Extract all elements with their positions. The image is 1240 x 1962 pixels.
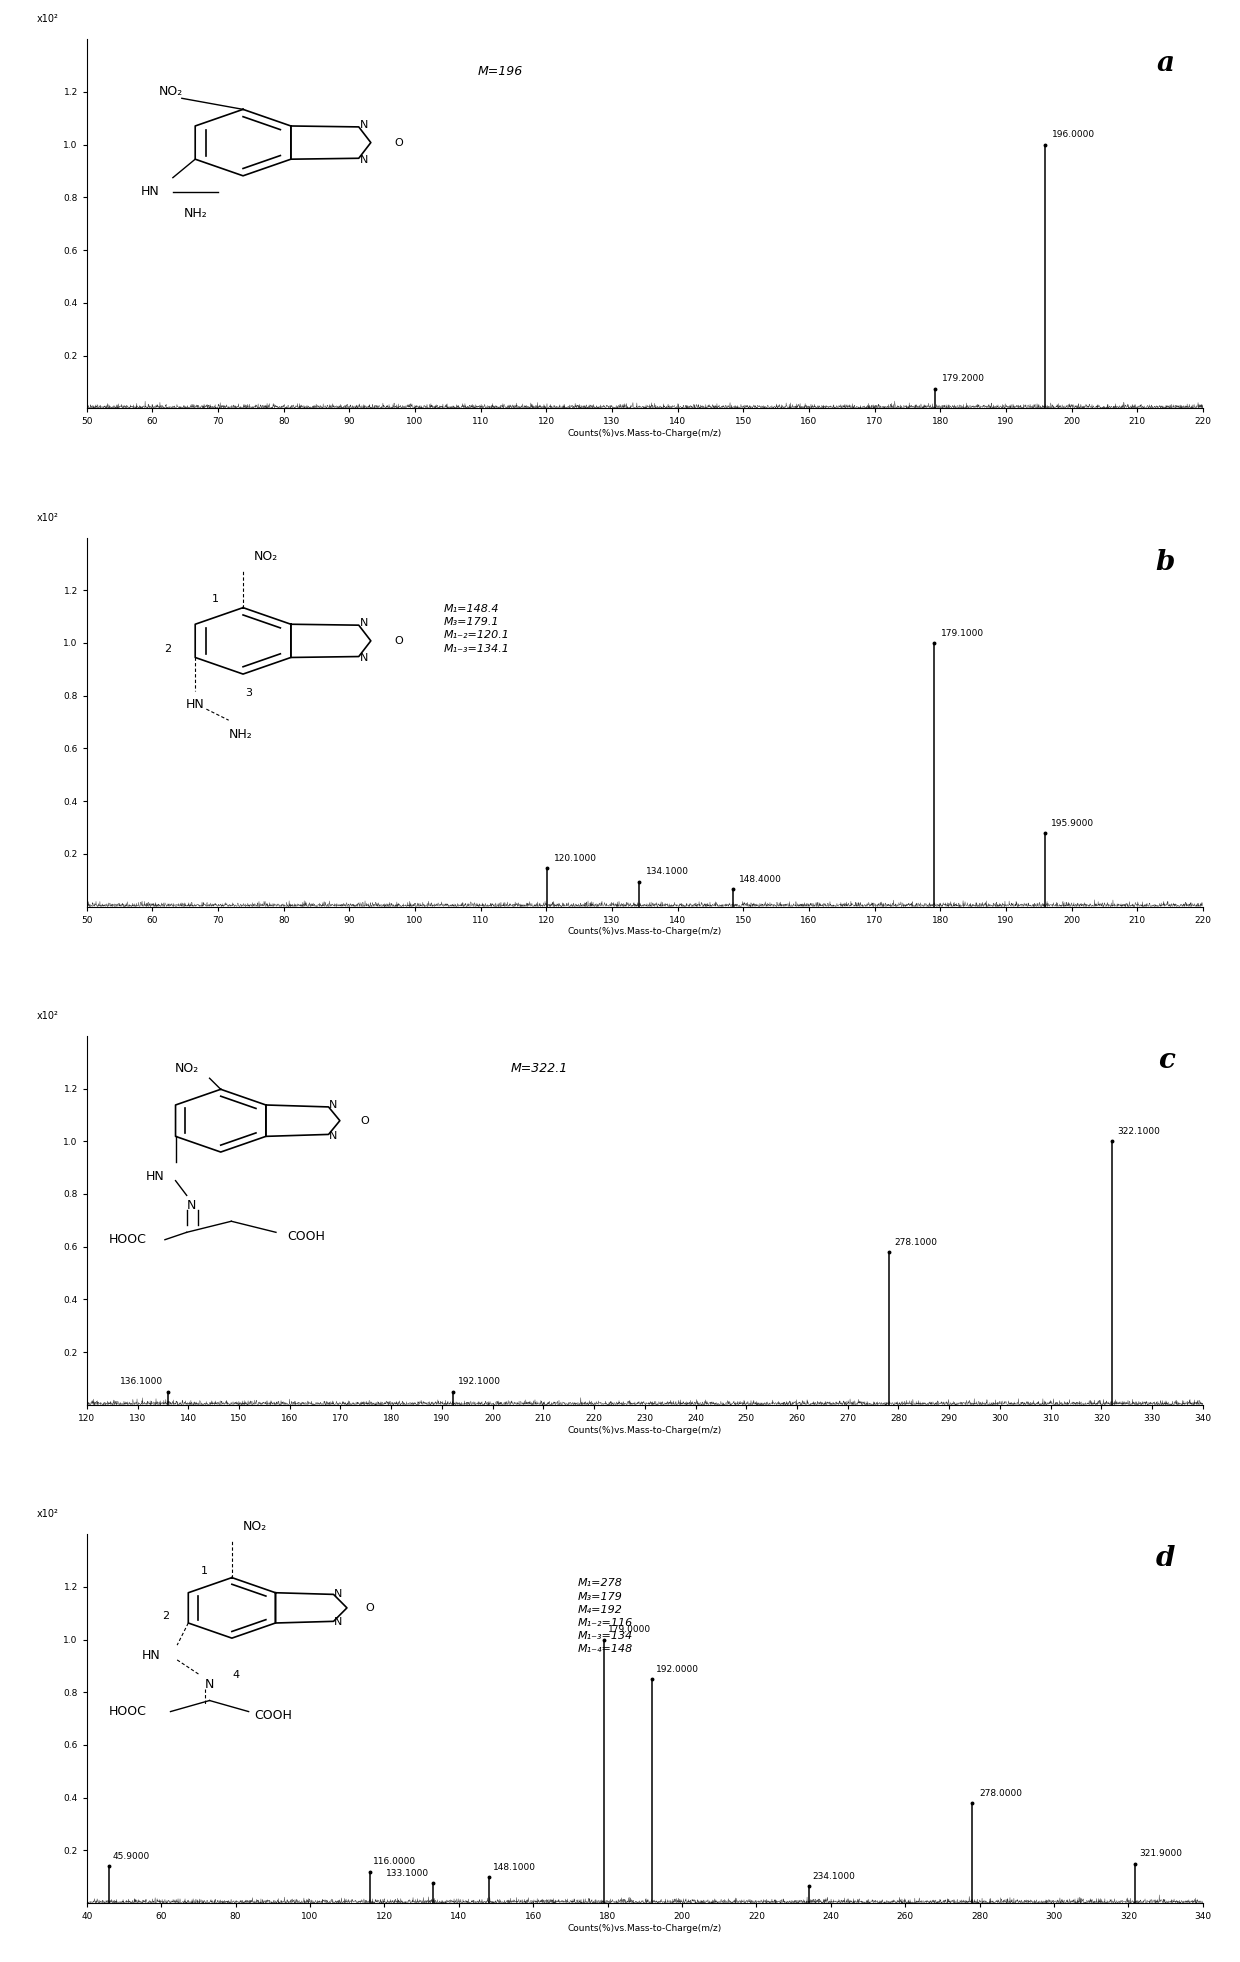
Text: 134.1000: 134.1000 (646, 867, 688, 877)
Text: 120.1000: 120.1000 (553, 853, 596, 863)
Text: x10²: x10² (37, 14, 58, 24)
Text: 45.9000: 45.9000 (113, 1852, 150, 1862)
Text: 2: 2 (164, 644, 171, 653)
Text: O: O (394, 137, 403, 147)
Text: 116.0000: 116.0000 (373, 1858, 417, 1866)
Text: 1: 1 (201, 1566, 207, 1575)
Text: 179.2000: 179.2000 (941, 375, 985, 383)
Text: x10²: x10² (37, 1010, 58, 1020)
Text: 148.4000: 148.4000 (739, 875, 782, 885)
Text: N: N (334, 1617, 342, 1626)
Text: N: N (360, 155, 368, 165)
Text: b: b (1156, 549, 1174, 575)
Text: 148.1000: 148.1000 (492, 1862, 536, 1872)
X-axis label: Counts(%)vs.Mass-to-Charge(m/z): Counts(%)vs.Mass-to-Charge(m/z) (568, 1925, 722, 1933)
Text: 321.9000: 321.9000 (1140, 1850, 1182, 1858)
Text: 4: 4 (233, 1670, 241, 1679)
Text: NO₂: NO₂ (159, 84, 182, 98)
Text: HN: HN (145, 1169, 165, 1183)
Text: N: N (329, 1130, 337, 1140)
Text: N: N (334, 1589, 342, 1599)
Text: N: N (329, 1101, 337, 1110)
Text: COOH: COOH (288, 1230, 325, 1242)
Text: c: c (1158, 1048, 1174, 1073)
Text: HN: HN (186, 698, 205, 710)
Text: 3: 3 (246, 687, 253, 698)
Text: N: N (187, 1199, 196, 1213)
Text: NH₂: NH₂ (228, 728, 253, 740)
X-axis label: Counts(%)vs.Mass-to-Charge(m/z): Counts(%)vs.Mass-to-Charge(m/z) (568, 430, 722, 438)
Text: M₁=278
M₃=179
M₄=192
M₁₋₂=116
M₁₋₃=134
M₁₋₄=148: M₁=278 M₃=179 M₄=192 M₁₋₂=116 M₁₋₃=134 M… (578, 1577, 634, 1654)
Text: O: O (365, 1603, 373, 1613)
Text: M₁=148.4
M₃=179.1
M₁₋₂=120.1
M₁₋₃=134.1: M₁=148.4 M₃=179.1 M₁₋₂=120.1 M₁₋₃=134.1 (444, 604, 510, 653)
Text: 192.0000: 192.0000 (656, 1666, 699, 1674)
Text: HN: HN (141, 184, 160, 198)
Text: N: N (360, 120, 368, 129)
Text: M=322.1: M=322.1 (511, 1061, 568, 1075)
Text: 2: 2 (162, 1611, 170, 1621)
Text: 136.1000: 136.1000 (120, 1377, 164, 1387)
Text: NO₂: NO₂ (254, 551, 279, 563)
Text: NO₂: NO₂ (243, 1521, 268, 1534)
Text: 179.1000: 179.1000 (941, 628, 985, 638)
Text: HOOC: HOOC (109, 1705, 148, 1719)
X-axis label: Counts(%)vs.Mass-to-Charge(m/z): Counts(%)vs.Mass-to-Charge(m/z) (568, 1426, 722, 1434)
Text: 179.0000: 179.0000 (608, 1625, 651, 1634)
Text: NO₂: NO₂ (175, 1061, 200, 1075)
Text: O: O (360, 1116, 368, 1126)
Text: N: N (360, 618, 368, 628)
Text: 322.1000: 322.1000 (1117, 1126, 1159, 1136)
Text: N: N (205, 1678, 215, 1691)
Text: M=196: M=196 (477, 65, 522, 78)
Text: x10²: x10² (37, 1509, 58, 1519)
Text: N: N (360, 653, 368, 663)
Text: HOOC: HOOC (109, 1234, 148, 1246)
Text: O: O (394, 636, 403, 645)
Text: 278.0000: 278.0000 (980, 1789, 1023, 1797)
Text: 192.1000: 192.1000 (458, 1377, 501, 1387)
Text: x10²: x10² (37, 512, 58, 522)
Text: COOH: COOH (254, 1709, 293, 1723)
Text: NH₂: NH₂ (184, 208, 207, 220)
Text: a: a (1157, 51, 1174, 77)
Text: 1: 1 (212, 594, 218, 604)
Text: 195.9000: 195.9000 (1052, 818, 1094, 828)
Text: 196.0000: 196.0000 (1052, 129, 1095, 139)
Text: 278.1000: 278.1000 (894, 1238, 937, 1246)
Text: d: d (1156, 1546, 1174, 1572)
Text: 234.1000: 234.1000 (812, 1872, 856, 1882)
X-axis label: Counts(%)vs.Mass-to-Charge(m/z): Counts(%)vs.Mass-to-Charge(m/z) (568, 928, 722, 936)
Text: HN: HN (141, 1648, 160, 1662)
Text: 133.1000: 133.1000 (387, 1870, 429, 1878)
